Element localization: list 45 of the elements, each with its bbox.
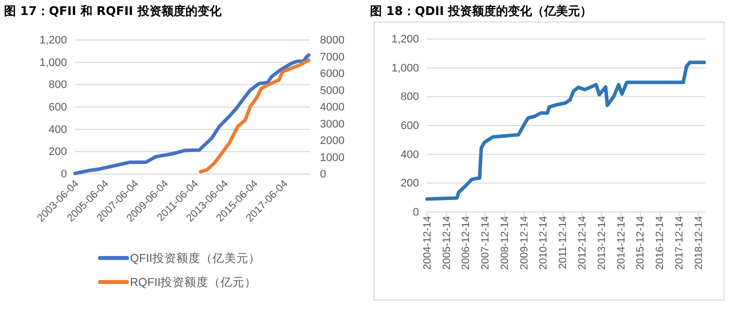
x-tick-label: 2009-12-14 xyxy=(518,216,530,270)
x-tick-label: 2005-12-14 xyxy=(440,216,453,270)
chart-title: 图 17：QFII 和 RQFII 投资额度的变化 xyxy=(4,4,222,18)
y2-tick-label: 6000 xyxy=(320,68,344,80)
y-tick-label: 800 xyxy=(48,79,67,92)
x-tick-label: 2013-12-14 xyxy=(596,216,608,270)
y-tick-label: 0 xyxy=(412,206,419,219)
y-tick-label: 800 xyxy=(400,91,419,104)
x-tick-label: 2016-12-14 xyxy=(654,216,666,270)
y-tick-label: 1,200 xyxy=(391,34,419,46)
legend-label: QFII投资额度（亿美元） xyxy=(130,251,260,266)
y-tick-label: 1,000 xyxy=(391,62,419,74)
y2-tick-label: 3000 xyxy=(320,118,344,130)
x-tick-label: 2011-12-14 xyxy=(557,216,570,269)
y2-tick-label: 1000 xyxy=(320,152,344,164)
x-tick-label: 2007-12-14 xyxy=(480,216,492,270)
y-tick-label: 0 xyxy=(60,168,67,181)
x-tick-label: 2004-12-14 xyxy=(421,216,434,270)
y2-tick-label: 4000 xyxy=(320,102,344,114)
y-tick-label: 200 xyxy=(48,146,67,158)
chart-title: 图 18：QDII 投资额度的变化（亿美元） xyxy=(370,4,592,18)
y-tick-label: 1,000 xyxy=(39,56,67,69)
y-tick-label: 1,200 xyxy=(39,34,67,47)
x-tick-label: 2010-12-14 xyxy=(538,216,550,270)
x-tick-label: 2015-12-14 xyxy=(634,216,647,270)
x-tick-label: 2006-12-14 xyxy=(460,216,472,270)
y-tick-label: 400 xyxy=(400,148,419,161)
y2-tick-label: 7000 xyxy=(320,51,344,64)
line-series xyxy=(73,53,310,176)
y-tick-label: 600 xyxy=(48,102,67,114)
y-tick-label: 600 xyxy=(400,120,419,132)
x-tick-label: 2017-12-14 xyxy=(674,216,686,270)
x-tick-label: 2008-12-14 xyxy=(498,216,511,270)
x-tick-label: 2012-12-14 xyxy=(576,216,589,270)
y2-tick-label: 2000 xyxy=(320,135,344,148)
x-tick-label: 2014-12-14 xyxy=(615,216,628,270)
y2-tick-label: 5000 xyxy=(320,84,344,97)
y2-tick-label: 0 xyxy=(320,168,326,181)
line-series xyxy=(425,60,706,201)
x-tick-label: 2018-12-14 xyxy=(692,216,705,270)
y2-tick-label: 8000 xyxy=(320,34,344,47)
legend-label: RQFII投资额度（亿元） xyxy=(130,275,257,290)
y-tick-label: 200 xyxy=(400,178,419,190)
y-tick-label: 400 xyxy=(48,124,67,136)
line-series xyxy=(198,58,310,174)
